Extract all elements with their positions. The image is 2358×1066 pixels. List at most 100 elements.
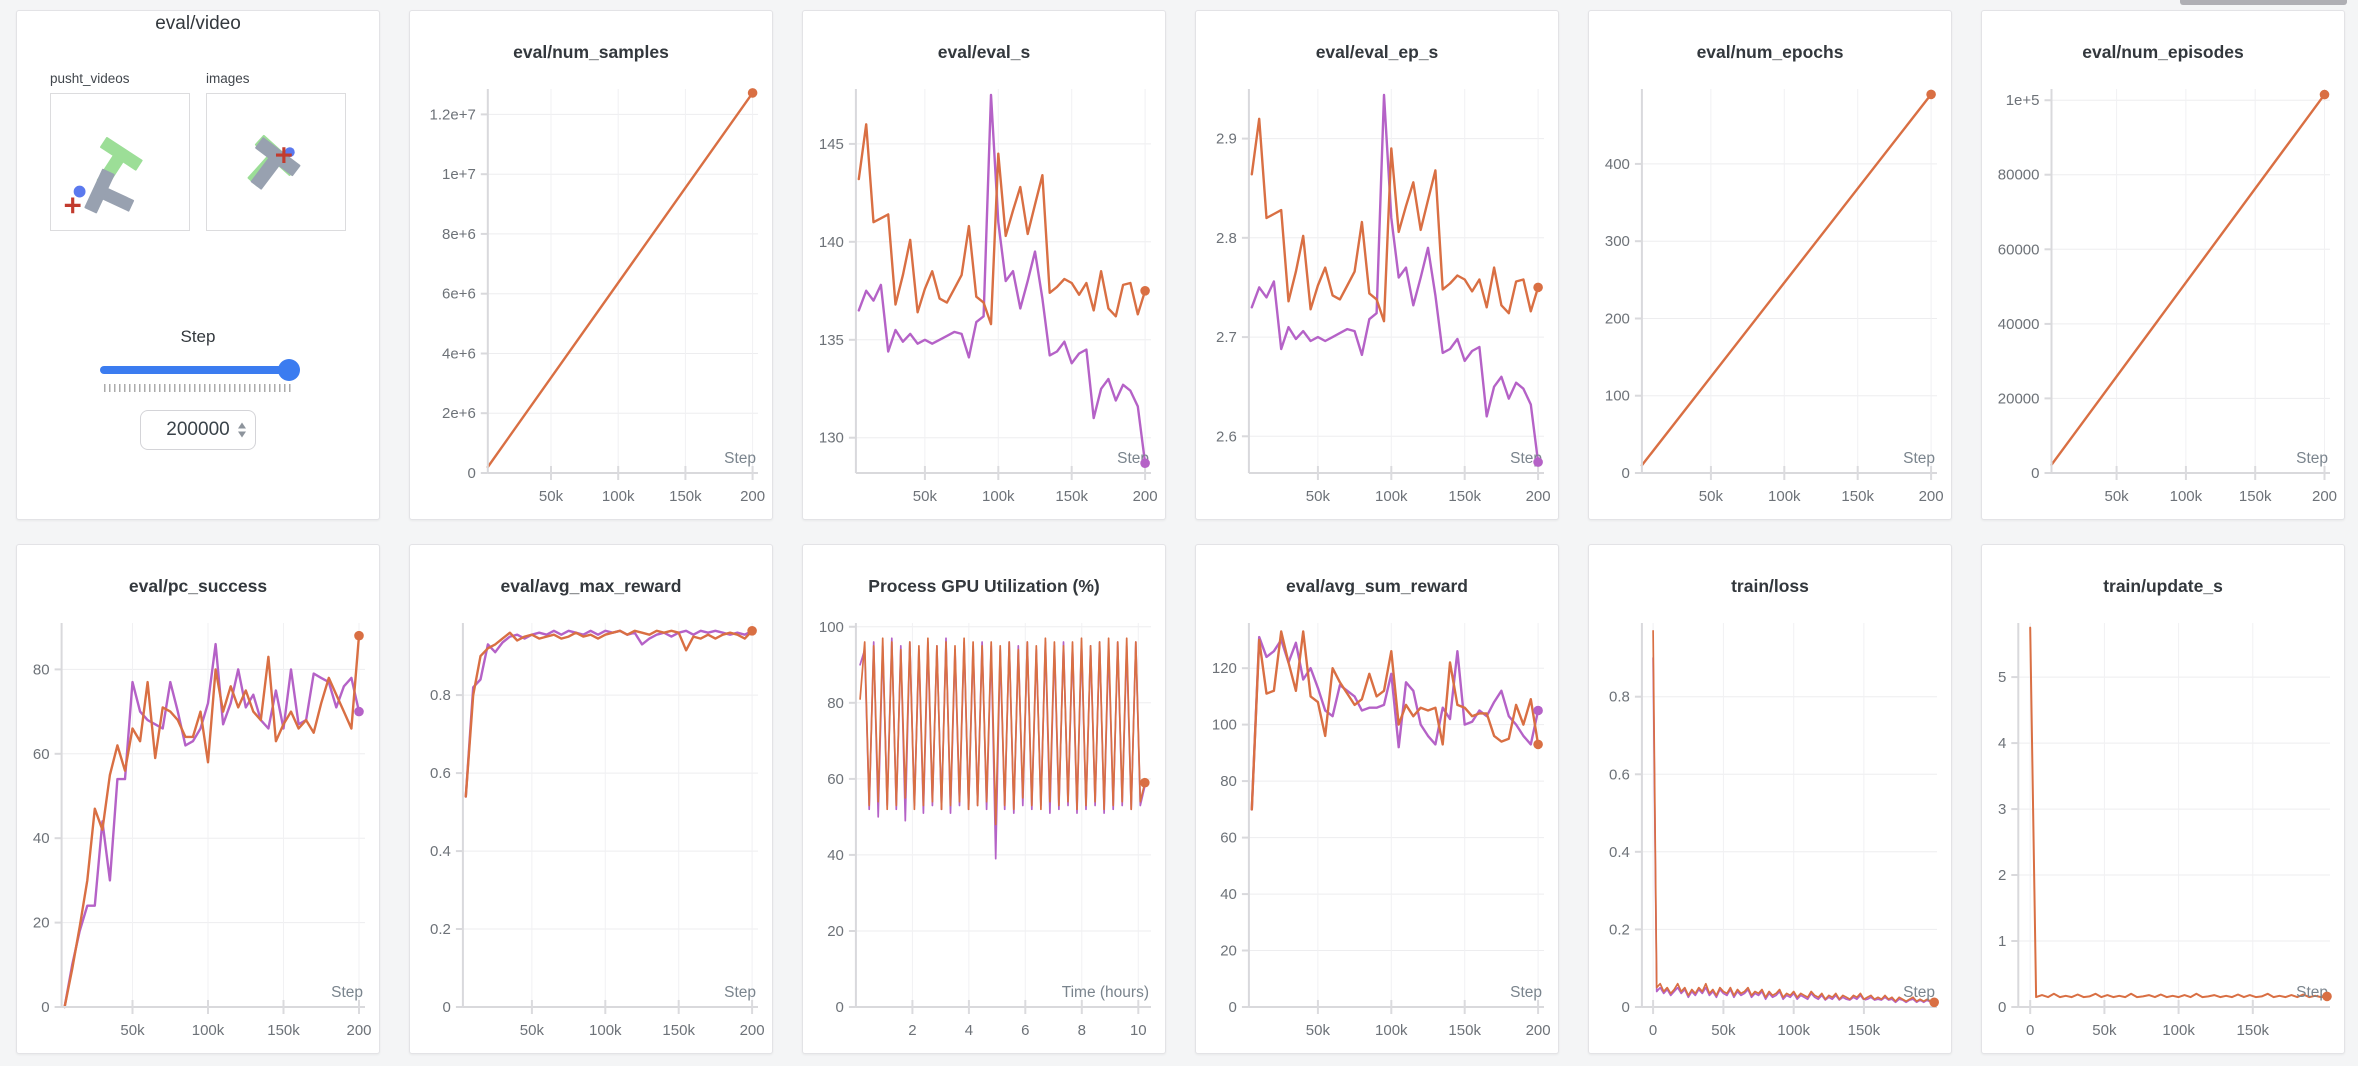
svg-text:100k: 100k bbox=[1375, 488, 1408, 505]
panel-eval-pc-success[interactable]: eval/pc_success 0 20 40 60 80 50k 100k 150k 200 S… bbox=[16, 544, 380, 1054]
line-chart[interactable]: 130 135 140 145 50k 100k 150k 200 Step bbox=[803, 75, 1165, 519]
svg-text:Step: Step bbox=[2296, 450, 2328, 467]
svg-text:8: 8 bbox=[1078, 1022, 1086, 1039]
svg-text:145: 145 bbox=[819, 136, 844, 153]
svg-text:150k: 150k bbox=[2239, 488, 2272, 505]
step-slider-handle[interactable] bbox=[278, 359, 300, 381]
pusht-scene-image bbox=[64, 136, 143, 214]
svg-text:60: 60 bbox=[827, 771, 844, 788]
target-cross bbox=[64, 197, 81, 214]
svg-text:0.4: 0.4 bbox=[430, 843, 451, 860]
svg-text:100k: 100k bbox=[1768, 488, 1801, 505]
svg-text:2.9: 2.9 bbox=[1216, 131, 1237, 148]
svg-text:0: 0 bbox=[2031, 465, 2039, 482]
video-thumbnail-pusht-videos[interactable] bbox=[50, 93, 190, 231]
panel-eval-num-samples[interactable]: eval/num_samples 0 2e+6 4e+6 6e+6 8e+6 1e+7 1.… bbox=[409, 10, 773, 520]
panel-title: train/loss bbox=[1731, 576, 1809, 596]
panel-process-gpu-utilization[interactable]: Process GPU Utilization (%) 0 20 40 60 80 100… bbox=[802, 544, 1166, 1054]
step-input-spinner bbox=[238, 422, 246, 438]
svg-text:20000: 20000 bbox=[1998, 390, 2040, 407]
svg-text:100k: 100k bbox=[2170, 488, 2203, 505]
svg-text:Step: Step bbox=[1903, 984, 1935, 1001]
panel-grid: eval/video pusht_videos bbox=[16, 10, 2345, 1054]
svg-text:1.2e+7: 1.2e+7 bbox=[430, 106, 476, 123]
line-chart[interactable]: 0 2e+6 4e+6 6e+6 8e+6 1e+7 1.2e+7 50k 100k 150k 20… bbox=[410, 75, 772, 519]
svg-text:50k: 50k bbox=[1711, 1022, 1736, 1039]
video-thumbnail-images[interactable] bbox=[206, 93, 346, 231]
block-t-shape bbox=[84, 168, 135, 214]
line-chart[interactable]: 0 0.2 0.4 0.6 0.8 50k 100k 150k 200 Step bbox=[410, 609, 772, 1053]
svg-text:Time (hours): Time (hours) bbox=[1062, 984, 1149, 1001]
panel-eval-num-epochs[interactable]: eval/num_epochs 0 100 200 300 400 50k 100k 150k… bbox=[1588, 10, 1952, 520]
horizontal-scrollbar-thumb[interactable] bbox=[2180, 0, 2347, 5]
svg-text:3: 3 bbox=[1998, 801, 2006, 818]
svg-text:0.2: 0.2 bbox=[430, 921, 451, 938]
svg-text:0: 0 bbox=[1998, 999, 2006, 1016]
svg-text:5: 5 bbox=[1998, 669, 2006, 686]
svg-text:20: 20 bbox=[827, 923, 844, 940]
line-chart[interactable]: 0 1 2 3 4 5 0 50k 100k 150k Step bbox=[1982, 609, 2344, 1053]
line-chart[interactable]: 0 100 200 300 400 50k 100k 150k 200 Step bbox=[1589, 75, 1951, 519]
svg-text:50k: 50k bbox=[1306, 488, 1331, 505]
svg-text:0: 0 bbox=[836, 999, 844, 1016]
line-chart[interactable]: 0 20 40 60 80 50k 100k 150k 200 Step bbox=[17, 609, 379, 1053]
panel-title: Process GPU Utilization (%) bbox=[868, 576, 1100, 596]
svg-text:0: 0 bbox=[443, 999, 451, 1016]
step-input[interactable]: 200000 bbox=[140, 410, 256, 450]
svg-text:100k: 100k bbox=[1375, 1022, 1408, 1039]
svg-text:200: 200 bbox=[1133, 488, 1158, 505]
panel-eval-eval-ep-s[interactable]: eval/eval_ep_s 2.6 2.7 2.8 2.9 50k 100k 150k 20… bbox=[1195, 10, 1559, 520]
panel-eval-avg-sum-reward[interactable]: eval/avg_sum_reward 0 20 40 60 80 100 120 50k 10… bbox=[1195, 544, 1559, 1054]
line-chart[interactable]: 0 20 40 60 80 100 120 50k 100k 150k 200 Step bbox=[1196, 609, 1558, 1053]
svg-text:20: 20 bbox=[1220, 943, 1237, 960]
step-slider-track[interactable] bbox=[100, 366, 296, 374]
media-row: pusht_videos bbox=[17, 71, 379, 231]
agent-dot bbox=[73, 185, 86, 198]
svg-text:200: 200 bbox=[1526, 1022, 1551, 1039]
panel-eval-video[interactable]: eval/video pusht_videos bbox=[16, 10, 380, 520]
panel-train-update-s[interactable]: train/update_s 0 1 2 3 4 5 0 50k 100k 150k Step bbox=[1981, 544, 2345, 1054]
line-chart[interactable]: 0 0.2 0.4 0.6 0.8 0 50k 100k 150k Step bbox=[1589, 609, 1951, 1053]
svg-text:120: 120 bbox=[1212, 660, 1237, 677]
svg-text:6e+6: 6e+6 bbox=[442, 286, 476, 303]
step-slider[interactable] bbox=[100, 359, 300, 381]
svg-text:0: 0 bbox=[2026, 1022, 2034, 1039]
svg-text:4e+6: 4e+6 bbox=[442, 346, 476, 363]
svg-text:200: 200 bbox=[346, 1022, 371, 1039]
svg-text:100k: 100k bbox=[2162, 1022, 2195, 1039]
svg-text:150k: 150k bbox=[267, 1022, 300, 1039]
panel-eval-num-episodes[interactable]: eval/num_episodes 0 20000 40000 60000 80000 1… bbox=[1981, 10, 2345, 520]
panel-train-loss[interactable]: train/loss 0 0.2 0.4 0.6 0.8 0 50k 100k 150k Step bbox=[1588, 544, 1952, 1054]
svg-text:1e+7: 1e+7 bbox=[442, 166, 476, 183]
line-chart[interactable]: 0 20 40 60 80 100 2 4 6 8 10 Time (hours) bbox=[803, 609, 1165, 1053]
svg-text:0.2: 0.2 bbox=[1609, 921, 1630, 938]
svg-text:0: 0 bbox=[1229, 999, 1237, 1016]
svg-text:100: 100 bbox=[819, 619, 844, 636]
svg-text:400: 400 bbox=[1605, 156, 1630, 173]
svg-text:2: 2 bbox=[1998, 867, 2006, 884]
svg-text:150k: 150k bbox=[1448, 488, 1481, 505]
svg-text:80: 80 bbox=[1220, 773, 1237, 790]
svg-text:Step: Step bbox=[2296, 984, 2328, 1001]
spinner-down-icon[interactable] bbox=[238, 431, 246, 438]
panel-eval-eval-s[interactable]: eval/eval_s 130 135 140 145 50k 100k 150k 200 St… bbox=[802, 10, 1166, 520]
svg-text:0.4: 0.4 bbox=[1609, 844, 1630, 861]
goal-t-shape bbox=[96, 136, 143, 188]
panel-title: eval/num_episodes bbox=[2082, 42, 2244, 62]
svg-text:50k: 50k bbox=[120, 1022, 145, 1039]
media-key-label: images bbox=[206, 71, 250, 86]
spinner-up-icon[interactable] bbox=[238, 422, 246, 429]
svg-text:300: 300 bbox=[1605, 233, 1630, 250]
svg-text:100: 100 bbox=[1212, 717, 1237, 734]
panel-title: eval/video bbox=[155, 13, 241, 34]
panel-eval-avg-max-reward[interactable]: eval/avg_max_reward 0 0.2 0.4 0.6 0.8 50k 100k… bbox=[409, 544, 773, 1054]
step-slider-label: Step bbox=[180, 327, 216, 346]
panel-title: train/update_s bbox=[2103, 576, 2223, 596]
line-chart[interactable]: 2.6 2.7 2.8 2.9 50k 100k 150k 200 Step bbox=[1196, 75, 1558, 519]
svg-text:2: 2 bbox=[908, 1022, 916, 1039]
svg-text:60: 60 bbox=[1220, 830, 1237, 847]
svg-text:0: 0 bbox=[1622, 465, 1630, 482]
line-chart[interactable]: 0 20000 40000 60000 80000 1e+5 50k 100k 150k 200 S… bbox=[1982, 75, 2344, 519]
svg-text:4: 4 bbox=[1998, 735, 2006, 752]
svg-text:Step: Step bbox=[1903, 450, 1935, 467]
